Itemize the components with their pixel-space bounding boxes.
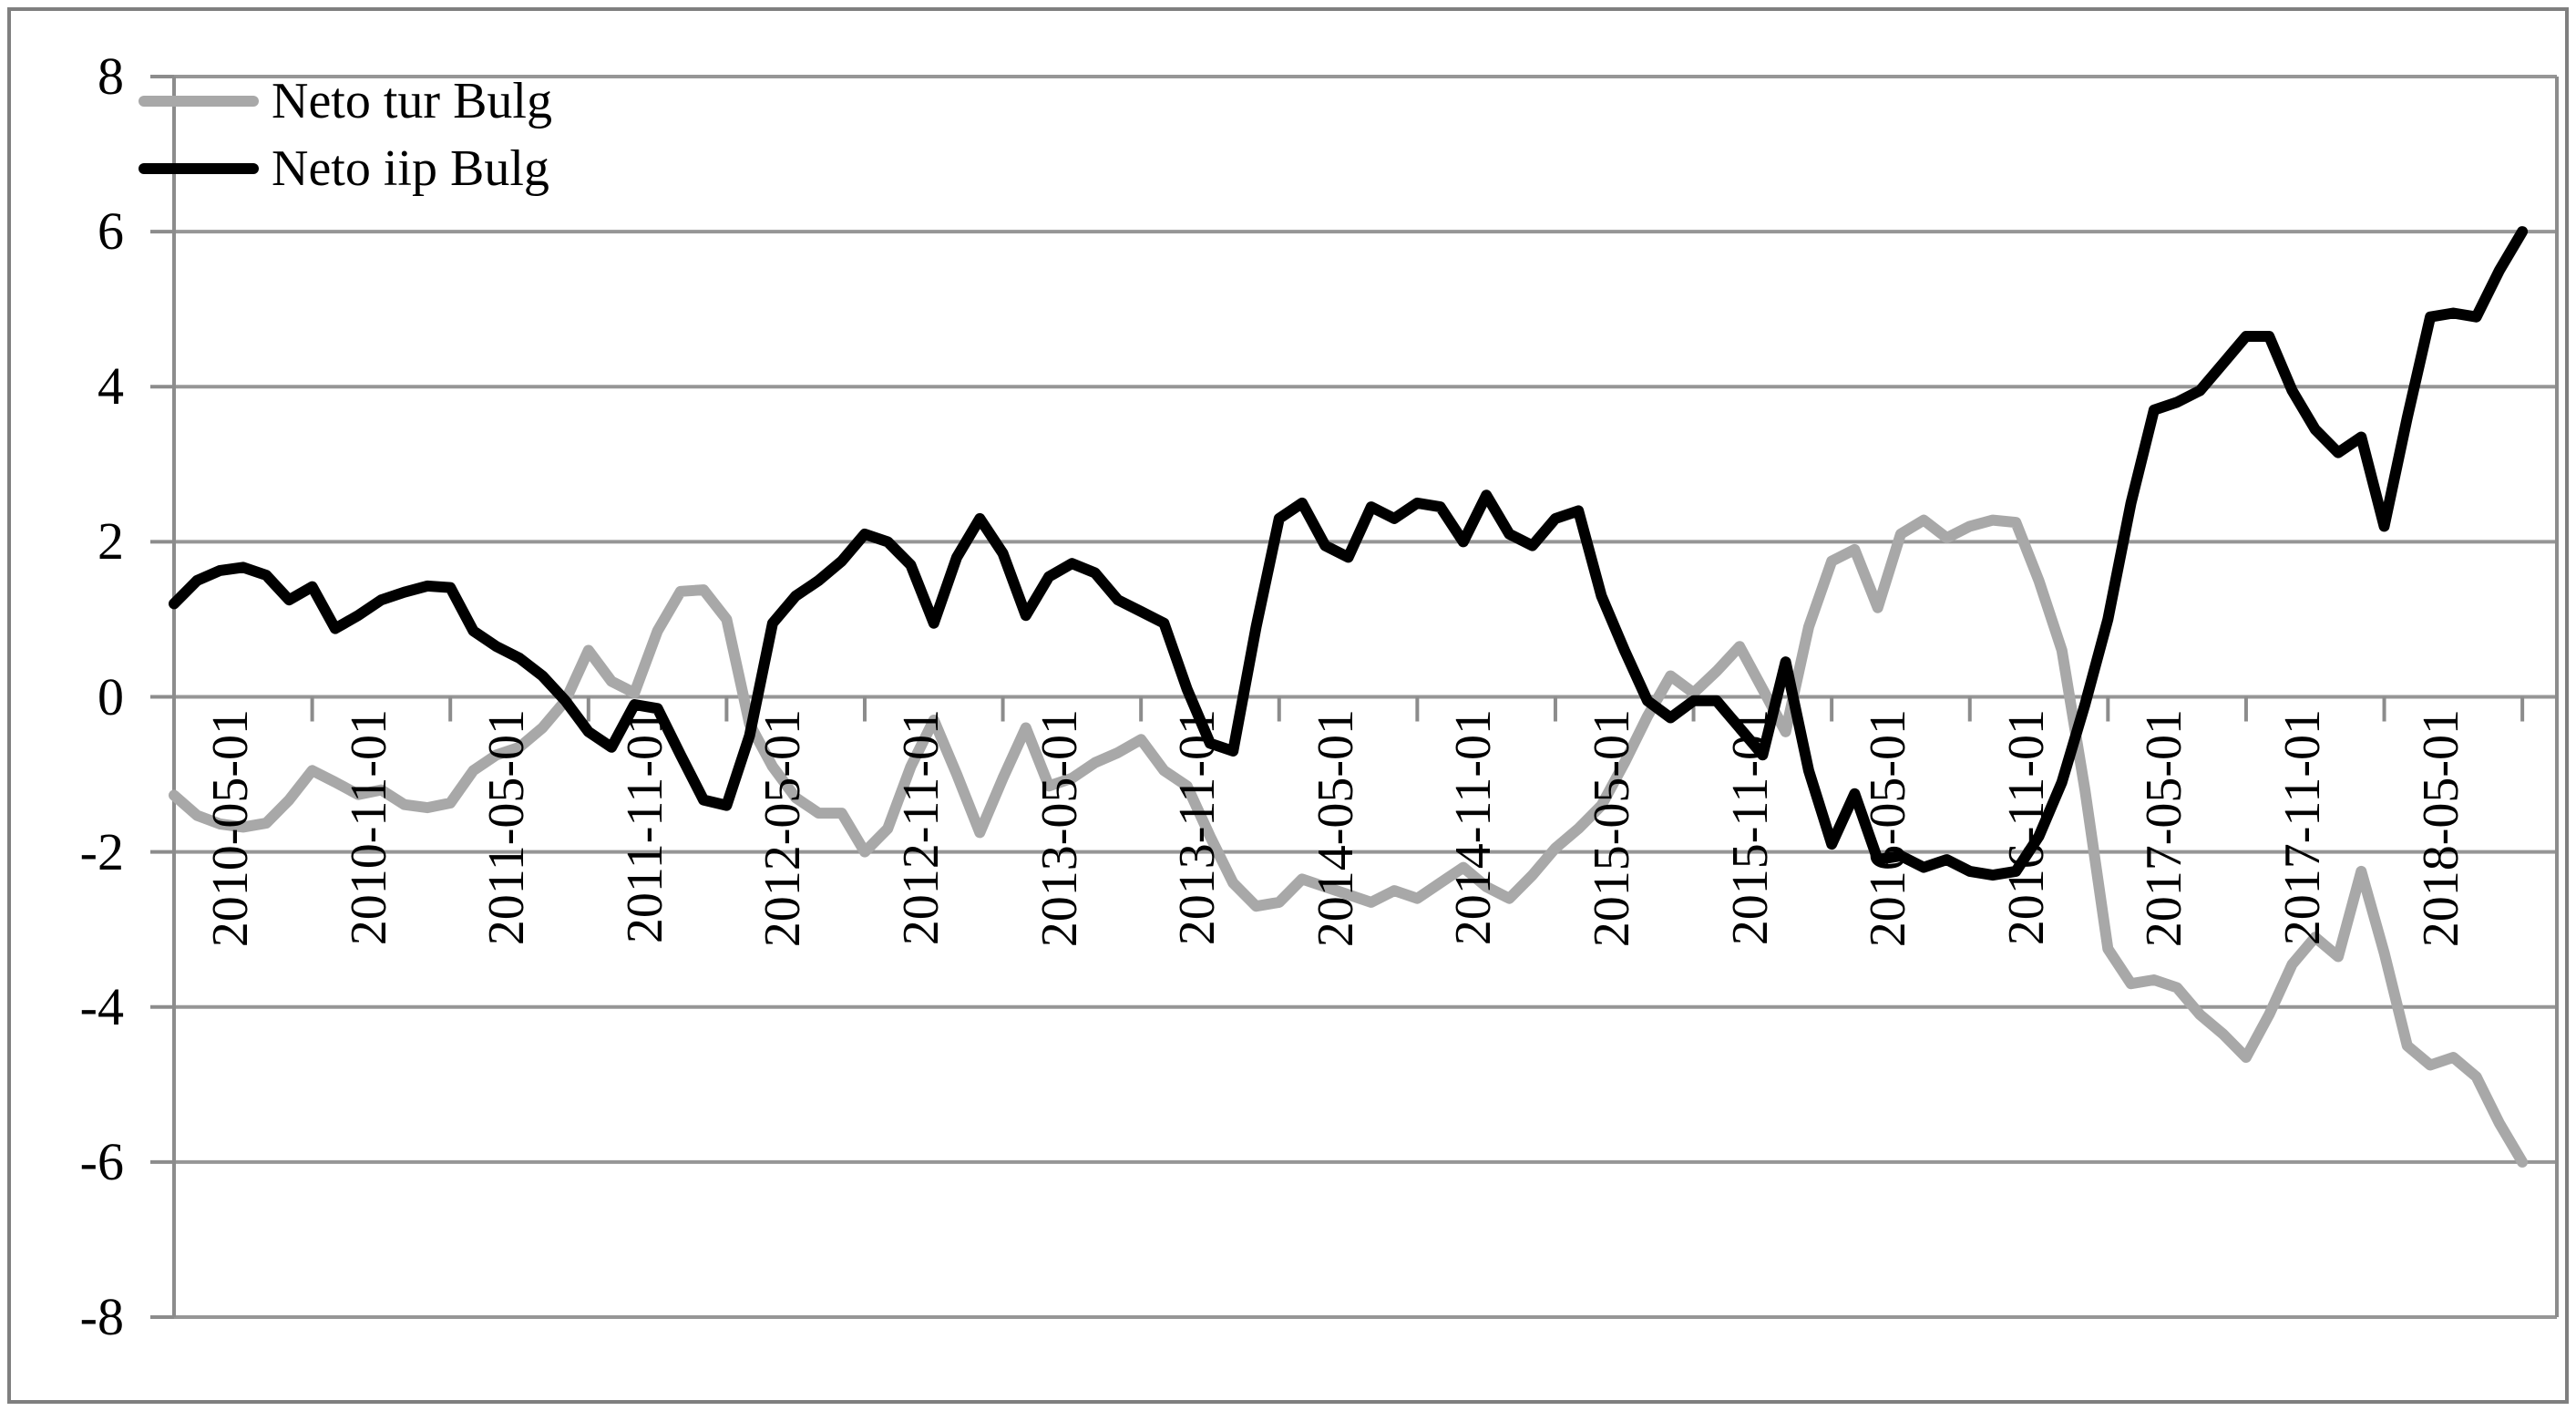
y-axis-label--8: -8 [79,1286,124,1346]
x-axis-label-2014-05-01: 2014-05-01 [1307,709,1364,948]
x-axis-label-2017-11-01: 2017-11-01 [2273,709,2331,946]
y-axis-label-4: 4 [97,356,124,417]
x-axis-label-2010-11-01: 2010-11-01 [340,709,397,946]
y-axis-label-6: 6 [97,201,124,262]
x-axis-label-2018-05-01: 2018-05-01 [2412,709,2469,948]
legend-line-swatch-black [139,163,259,174]
y-axis-label-0: 0 [97,666,124,726]
series-line-neto-iip-bulg [169,226,2529,881]
y-axis-label-8: 8 [97,46,124,107]
legend-item-neto-tur-bulg: Neto tur Bulg [139,67,552,135]
chart-outer-border [7,7,2569,1404]
legend-item-neto-iip-bulg: Neto iip Bulg [139,135,552,202]
legend-label: Neto tur Bulg [272,73,552,129]
x-axis-label-2015-11-01: 2015-11-01 [1721,709,1779,946]
x-axis-label-2013-11-01: 2013-11-01 [1169,709,1226,946]
x-axis-label-2012-05-01: 2012-05-01 [754,709,812,948]
x-axis-label-2016-05-01: 2016-05-01 [1860,709,1917,948]
x-axis-label-2010-05-01: 2010-05-01 [202,709,259,948]
x-axis-label-2015-05-01: 2015-05-01 [1583,709,1640,948]
x-axis-label-2012-11-01: 2012-11-01 [892,709,949,946]
x-axis-label-2017-05-01: 2017-05-01 [2136,709,2193,948]
x-axis-label-2016-11-01: 2016-11-01 [1997,709,2055,946]
y-axis-label--6: -6 [79,1131,124,1191]
x-axis-label-2011-11-01: 2011-11-01 [616,709,673,944]
x-axis-label-2014-11-01: 2014-11-01 [1445,709,1503,946]
y-axis-label-2: 2 [97,511,124,572]
legend-label: Neto iip Bulg [272,140,549,197]
legend: Neto tur Bulg Neto iip Bulg [139,67,552,202]
x-axis-label-2011-05-01: 2011-05-01 [478,709,536,946]
y-axis-label--4: -4 [79,976,124,1036]
x-axis-label-2013-05-01: 2013-05-01 [1031,709,1088,948]
y-axis-label--2: -2 [79,821,124,881]
legend-line-swatch-gray [139,96,259,107]
